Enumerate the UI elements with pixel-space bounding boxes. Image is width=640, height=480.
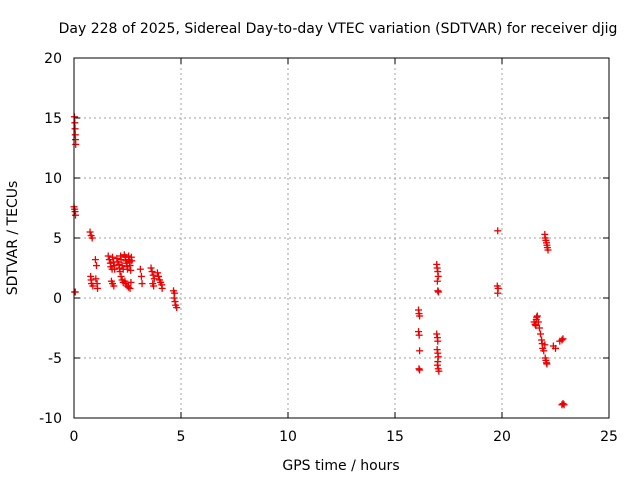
data-point-marker	[173, 304, 181, 312]
data-point-marker	[416, 312, 424, 320]
y-tick-label: 15	[44, 111, 62, 127]
y-tick-label: 5	[53, 231, 62, 247]
data-point-marker	[86, 228, 94, 236]
data-point-marker	[535, 324, 543, 332]
data-point-marker	[416, 366, 424, 374]
data-point-marker	[71, 288, 79, 296]
data-point-marker	[434, 337, 442, 345]
data-point-marker	[534, 318, 542, 326]
data-point-marker	[415, 331, 423, 339]
data-point-marker	[91, 256, 99, 264]
data-point-marker	[118, 262, 126, 270]
grid-lines	[74, 58, 609, 418]
data-point-marker	[148, 268, 156, 276]
x-tick-label: 10	[279, 429, 297, 445]
data-point-marker	[71, 119, 79, 127]
x-tick-label: 15	[386, 429, 404, 445]
data-point-marker	[124, 265, 131, 273]
data-point-marker	[435, 367, 443, 375]
data-point-marker	[147, 264, 155, 272]
data-point-marker	[559, 335, 567, 343]
data-point-marker	[127, 278, 135, 286]
y-tick-label: 0	[53, 291, 62, 307]
data-point-marker	[117, 272, 125, 280]
data-point-marker	[533, 312, 541, 320]
data-point-marker	[113, 254, 121, 262]
plot-frame	[73, 57, 610, 419]
data-point-marker	[71, 211, 79, 219]
data-point-marker	[125, 283, 133, 291]
data-point-marker	[558, 336, 566, 344]
data-point-marker	[92, 262, 100, 270]
data-point-marker	[434, 272, 442, 280]
y-axis-label: SDTVAR / TECUs	[5, 181, 21, 296]
x-tick-label: 0	[70, 429, 79, 445]
data-point-marker	[109, 253, 117, 261]
data-point-marker	[150, 275, 158, 283]
data-point-marker	[92, 275, 100, 283]
data-point-marker	[89, 282, 97, 290]
data-point-marker	[537, 330, 545, 338]
y-tick-label: -10	[39, 411, 62, 427]
x-tick-label: 25	[600, 429, 618, 445]
data-point-marker	[88, 234, 96, 242]
x-tick-label: 5	[177, 429, 186, 445]
data-point-marker	[544, 246, 552, 254]
data-points	[70, 113, 568, 409]
data-point-marker	[104, 252, 112, 260]
data-point-marker	[155, 272, 163, 280]
data-point-marker	[136, 265, 144, 273]
data-point-marker	[170, 294, 178, 302]
chart-title: Day 228 of 2025, Sidereal Day-to-day VTE…	[59, 21, 618, 37]
data-point-marker	[128, 257, 136, 265]
data-point-marker	[560, 401, 568, 409]
data-point-marker	[153, 269, 161, 277]
data-point-marker	[494, 289, 502, 297]
data-point-marker	[110, 282, 118, 290]
axis-ticks: 0 5 10 15 20 25 -10 -5 0 5 10 15 20	[39, 51, 618, 445]
data-point-marker	[416, 347, 424, 355]
data-point-marker	[149, 271, 157, 279]
data-point-marker	[494, 227, 502, 235]
data-point-marker	[158, 284, 166, 292]
data-point-marker	[138, 280, 146, 288]
data-point-marker	[117, 256, 125, 264]
x-tick-label: 20	[493, 429, 511, 445]
data-point-marker	[433, 361, 441, 369]
data-point-marker	[434, 288, 442, 296]
data-point-marker	[71, 125, 79, 133]
data-point-marker	[94, 284, 102, 292]
data-point-marker	[559, 400, 567, 408]
data-point-marker	[150, 282, 158, 290]
data-point-marker	[111, 265, 119, 273]
y-tick-label: 20	[44, 51, 62, 67]
data-point-marker	[433, 277, 441, 285]
data-point-marker	[72, 140, 80, 148]
y-tick-label: -5	[48, 351, 62, 367]
y-tick-label: 10	[44, 171, 62, 187]
data-point-marker	[540, 347, 548, 355]
data-point-marker	[137, 272, 145, 280]
data-point-marker	[127, 266, 135, 274]
data-point-marker	[543, 360, 551, 368]
data-point-marker	[126, 284, 134, 292]
x-axis-label: GPS time / hours	[282, 458, 399, 474]
data-point-marker	[541, 341, 549, 349]
data-point-marker	[532, 322, 540, 330]
data-point-marker	[552, 344, 559, 352]
